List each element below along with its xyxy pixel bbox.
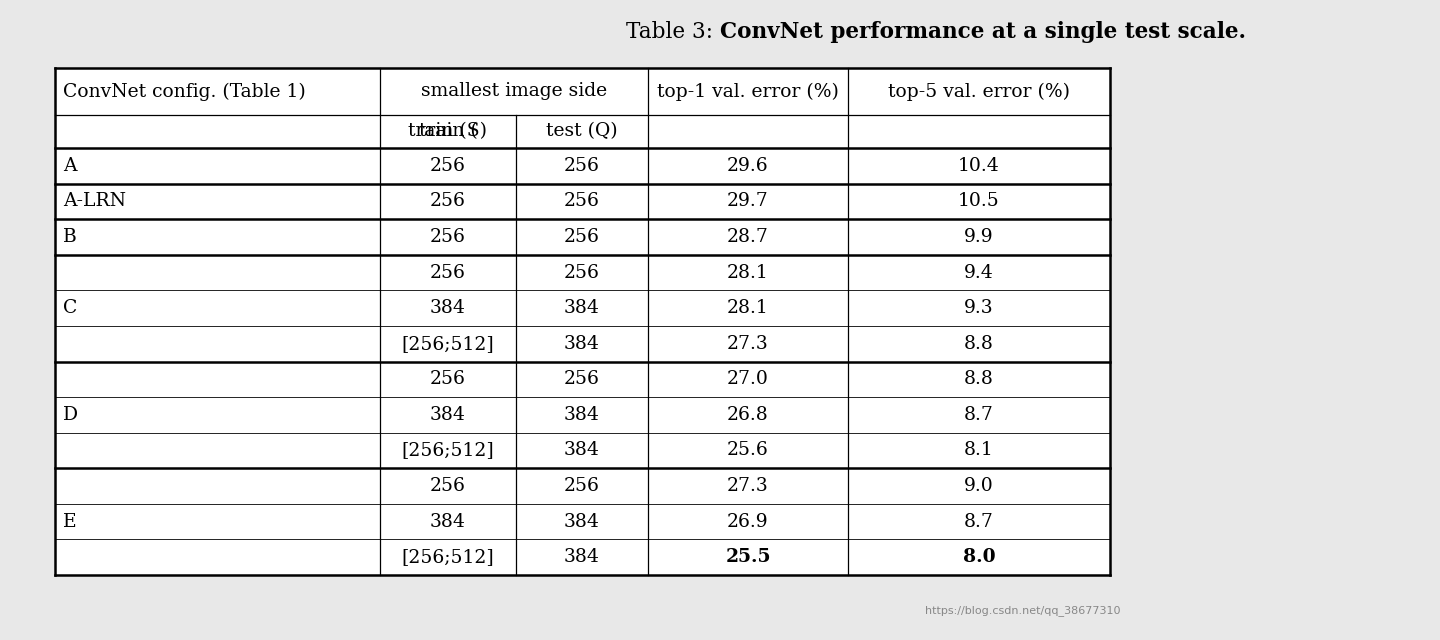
- Text: 27.3: 27.3: [727, 335, 769, 353]
- Text: A-LRN: A-LRN: [63, 193, 127, 211]
- Text: 256: 256: [564, 371, 600, 388]
- Text: smallest image side: smallest image side: [420, 83, 608, 100]
- Text: 384: 384: [431, 299, 467, 317]
- Text: 10.5: 10.5: [958, 193, 999, 211]
- Text: train (S): train (S): [409, 122, 488, 141]
- Text: D: D: [63, 406, 78, 424]
- Text: C: C: [63, 299, 78, 317]
- Text: 10.4: 10.4: [958, 157, 999, 175]
- Text: [256;512]: [256;512]: [402, 548, 494, 566]
- Text: train (: train (: [419, 122, 478, 141]
- Text: 8.1: 8.1: [965, 442, 994, 460]
- Text: 29.6: 29.6: [727, 157, 769, 175]
- Text: 384: 384: [564, 513, 600, 531]
- Text: 8.0: 8.0: [963, 548, 995, 566]
- Text: 256: 256: [431, 157, 467, 175]
- Text: 27.0: 27.0: [727, 371, 769, 388]
- Text: E: E: [63, 513, 76, 531]
- Text: 8.7: 8.7: [963, 406, 994, 424]
- Text: 256: 256: [431, 193, 467, 211]
- Text: 28.1: 28.1: [727, 264, 769, 282]
- Text: [256;512]: [256;512]: [402, 442, 494, 460]
- Text: A: A: [63, 157, 76, 175]
- Text: 25.6: 25.6: [727, 442, 769, 460]
- Text: 384: 384: [564, 335, 600, 353]
- Text: 256: 256: [564, 228, 600, 246]
- Bar: [55, 68, 1110, 575]
- Text: 9.4: 9.4: [965, 264, 994, 282]
- Text: 256: 256: [431, 477, 467, 495]
- Text: 27.3: 27.3: [727, 477, 769, 495]
- Text: 8.8: 8.8: [963, 371, 994, 388]
- Text: 9.3: 9.3: [965, 299, 994, 317]
- Text: 9.0: 9.0: [965, 477, 994, 495]
- Text: 256: 256: [431, 228, 467, 246]
- Text: 256: 256: [564, 157, 600, 175]
- Text: 26.9: 26.9: [727, 513, 769, 531]
- Text: 256: 256: [564, 193, 600, 211]
- Text: Table 3:: Table 3:: [626, 21, 720, 43]
- Text: 29.7: 29.7: [727, 193, 769, 211]
- Text: https://blog.csdn.net/qq_38677310: https://blog.csdn.net/qq_38677310: [924, 605, 1120, 616]
- Text: 28.1: 28.1: [727, 299, 769, 317]
- Text: 25.5: 25.5: [726, 548, 770, 566]
- Text: 256: 256: [431, 264, 467, 282]
- Text: 256: 256: [564, 264, 600, 282]
- Text: 384: 384: [564, 548, 600, 566]
- Text: top-5 val. error (%): top-5 val. error (%): [888, 83, 1070, 100]
- Text: 384: 384: [431, 406, 467, 424]
- Text: 26.8: 26.8: [727, 406, 769, 424]
- Text: 384: 384: [431, 513, 467, 531]
- Text: 384: 384: [564, 406, 600, 424]
- Text: 256: 256: [431, 371, 467, 388]
- Text: test (Q): test (Q): [546, 122, 618, 141]
- Text: B: B: [63, 228, 76, 246]
- Text: top-1 val. error (%): top-1 val. error (%): [657, 83, 840, 100]
- Text: 384: 384: [564, 442, 600, 460]
- Text: 28.7: 28.7: [727, 228, 769, 246]
- Text: ConvNet config. (Table 1): ConvNet config. (Table 1): [63, 83, 305, 100]
- Text: ConvNet performance at a single test scale.: ConvNet performance at a single test sca…: [720, 21, 1246, 43]
- Text: 256: 256: [564, 477, 600, 495]
- Text: 8.8: 8.8: [963, 335, 994, 353]
- Text: 384: 384: [564, 299, 600, 317]
- Text: 8.7: 8.7: [963, 513, 994, 531]
- Text: [256;512]: [256;512]: [402, 335, 494, 353]
- Text: 9.9: 9.9: [965, 228, 994, 246]
